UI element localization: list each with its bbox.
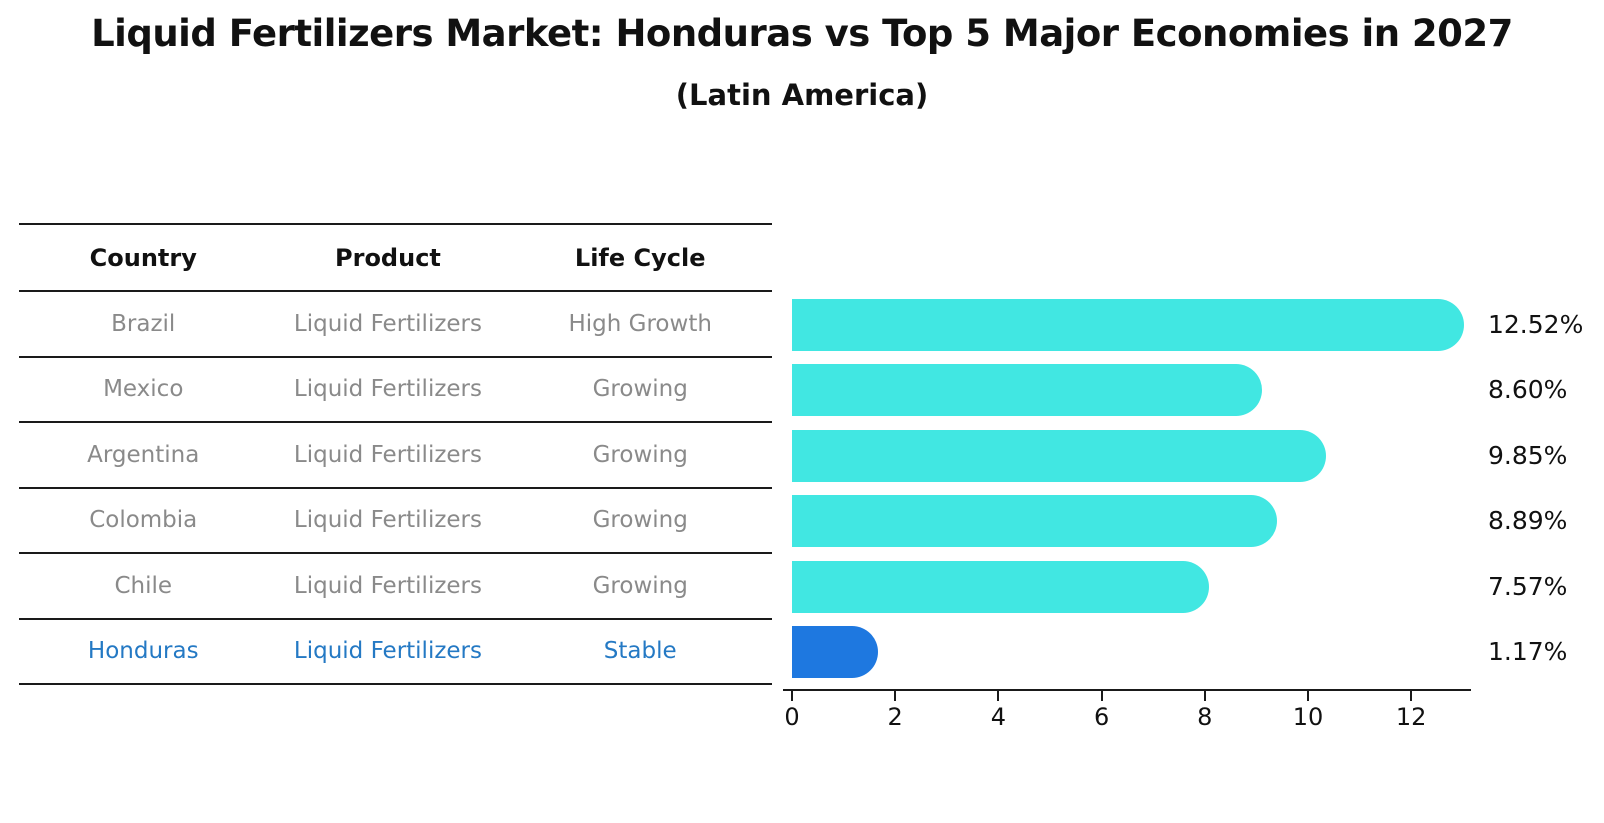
x-axis-line xyxy=(783,689,1471,691)
cell-product: Liquid Fertilizers xyxy=(293,572,483,599)
bar-value-label-colombia: 8.89% xyxy=(1488,506,1568,536)
x-axis-tick-label: 10 xyxy=(1292,703,1324,731)
table-row-colombia: Colombia Liquid Fertilizers Growing xyxy=(19,489,772,554)
x-axis-tick-label: 12 xyxy=(1395,703,1427,731)
x-axis-tick-label: 0 xyxy=(784,703,800,731)
table-header-row: Country Product Life Cycle xyxy=(19,225,772,292)
cell-life-cycle: Growing xyxy=(592,572,688,599)
cell-product: Liquid Fertilizers xyxy=(293,441,483,468)
chart-title: Liquid Fertilizers Market: Honduras vs T… xyxy=(91,12,1513,55)
table-row-chile: Chile Liquid Fertilizers Growing xyxy=(19,554,772,620)
bar-mexico xyxy=(792,364,1262,417)
comparison-table: Country Product Life Cycle Brazil Liquid… xyxy=(19,223,772,685)
table-row-mexico: Mexico Liquid Fertilizers Growing xyxy=(19,358,772,423)
x-axis-tick-label: 8 xyxy=(1197,703,1213,731)
column-header-country: Country xyxy=(89,243,197,272)
cell-product: Liquid Fertilizers xyxy=(293,638,483,665)
table-row-honduras: Honduras Liquid Fertilizers Stable xyxy=(19,620,772,685)
cell-life-cycle: Stable xyxy=(603,638,677,665)
bar-brazil xyxy=(792,298,1464,351)
x-axis-tick-label: 4 xyxy=(990,703,1007,731)
x-axis-tick xyxy=(1307,691,1309,701)
chart-subtitle: (Latin America) xyxy=(675,78,929,112)
x-axis-tick xyxy=(1410,691,1413,701)
cell-life-cycle: Growing xyxy=(592,507,688,534)
cell-country: Colombia xyxy=(89,507,198,534)
cell-life-cycle: Growing xyxy=(592,376,688,403)
x-axis-tick xyxy=(894,691,897,701)
cell-life-cycle: High Growth xyxy=(568,310,712,337)
bar-value-label-honduras: 1.17% xyxy=(1488,637,1568,667)
cell-product: Liquid Fertilizers xyxy=(293,376,483,403)
x-axis-tick xyxy=(1100,691,1103,701)
cell-life-cycle: Growing xyxy=(592,441,688,468)
table-row-brazil: Brazil Liquid Fertilizers High Growth xyxy=(19,292,772,358)
bar-value-label-mexico: 8.60% xyxy=(1488,375,1568,405)
column-header-life-cycle: Life Cycle xyxy=(574,243,706,272)
cell-country: Mexico xyxy=(103,376,184,403)
cell-product: Liquid Fertilizers xyxy=(293,507,483,534)
cell-country: Brazil xyxy=(111,310,176,337)
bar-argentina xyxy=(792,429,1326,482)
cell-product: Liquid Fertilizers xyxy=(293,310,483,337)
x-axis-tick xyxy=(1203,691,1206,701)
x-axis-tick-label: 2 xyxy=(887,703,903,731)
x-axis-tick-label: 6 xyxy=(1093,703,1110,731)
column-header-product: Product xyxy=(335,243,441,272)
x-axis-tick xyxy=(791,691,793,701)
bar-value-label-chile: 7.57% xyxy=(1488,571,1568,601)
bar-value-label-argentina: 9.85% xyxy=(1488,440,1568,470)
bar-honduras xyxy=(792,626,878,679)
x-axis-tick xyxy=(997,691,1000,701)
bar-value-label-brazil: 12.52% xyxy=(1488,309,1584,339)
bar-colombia xyxy=(792,495,1277,548)
table-row-argentina: Argentina Liquid Fertilizers Growing xyxy=(19,423,772,489)
cell-country: Chile xyxy=(114,572,173,599)
bar-chile xyxy=(792,560,1209,613)
cell-country: Argentina xyxy=(87,441,200,468)
cell-country: Honduras xyxy=(87,638,199,665)
